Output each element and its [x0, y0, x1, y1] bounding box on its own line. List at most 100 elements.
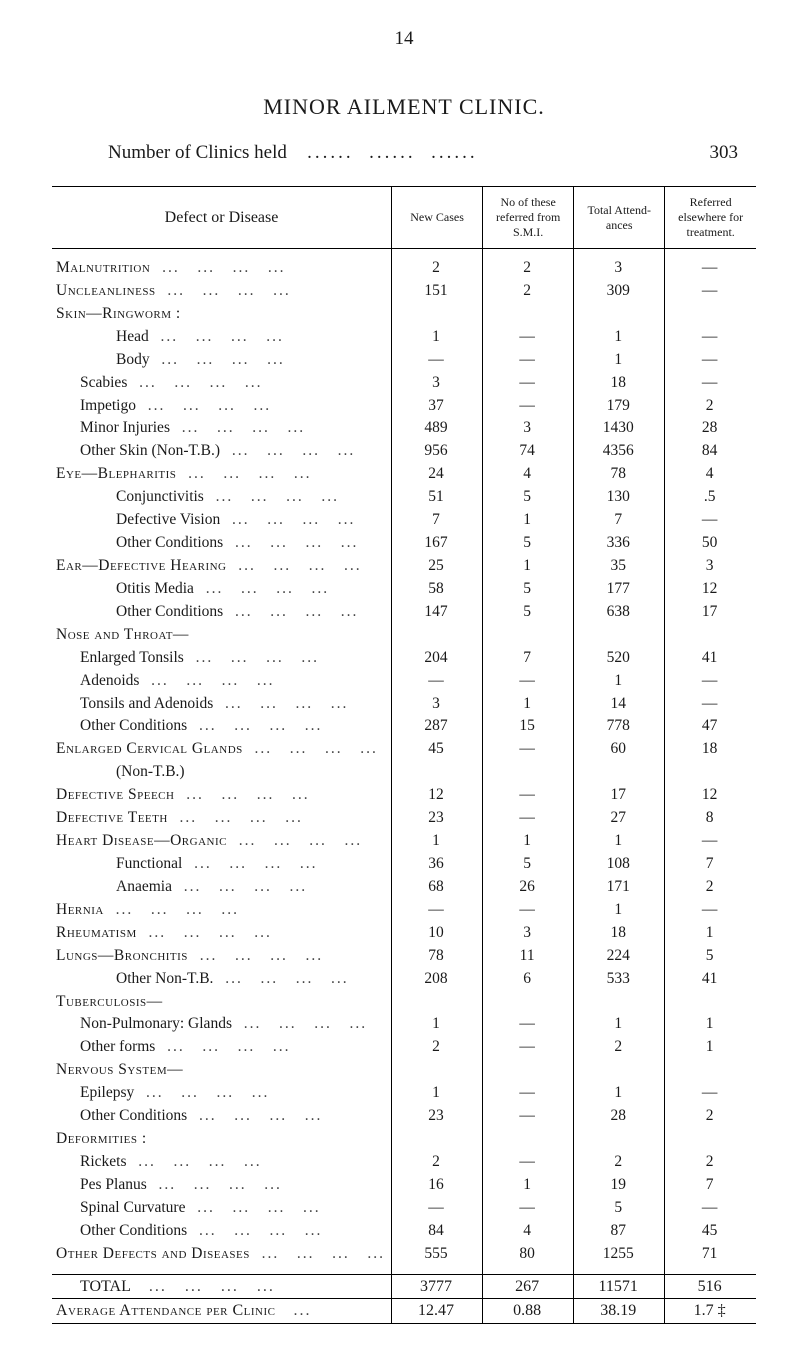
row-label: Body: [56, 350, 150, 371]
cell-c2: 26: [483, 876, 574, 899]
cell-c2: 4: [483, 1220, 574, 1243]
row-label: Spinal Curvature: [56, 1198, 185, 1219]
cell-c4: —: [665, 899, 756, 922]
cell-c3: 78: [574, 463, 665, 486]
cell-c3: 533: [574, 968, 665, 991]
document-page: 14 MINOR AILMENT CLINIC. Number of Clini…: [0, 0, 800, 1364]
leader-dots: ... ... ... ...: [150, 351, 285, 368]
leader-dots: ... ... ... ...: [250, 1245, 385, 1262]
table-row: Other Conditions ... ... ... ...23—282: [52, 1105, 756, 1128]
row-label: Deformities :: [56, 1130, 147, 1147]
leader-dots: ... ... ... ...: [127, 374, 262, 391]
cell-c4: 12: [665, 578, 756, 601]
cell-c1: 51: [392, 486, 483, 509]
table-row: Lungs—Bronchitis ... ... ... ...78112245: [52, 945, 756, 968]
cell-c4: 7: [665, 853, 756, 876]
cell-c3: 638: [574, 601, 665, 624]
cell-c4: —: [665, 326, 756, 349]
cell-c4: 41: [665, 647, 756, 670]
table-row: Uncleanliness ... ... ... ...1512309—: [52, 280, 756, 303]
row-label: Eye—Blepharitis: [56, 465, 176, 482]
col-new-cases: New Cases: [392, 187, 483, 249]
row-label: Tonsils and Adenoids: [56, 694, 213, 715]
cell-c3: 60: [574, 738, 665, 761]
leader-dots: ... ... ... ...: [188, 947, 323, 964]
cell-c3: 309: [574, 280, 665, 303]
cell-c2: —: [483, 670, 574, 693]
table-row: Nose and Throat—: [52, 624, 756, 647]
row-label: Tuberculosis—: [56, 993, 163, 1010]
cell-c3: 177: [574, 578, 665, 601]
col-defect: Defect or Disease: [52, 187, 392, 249]
cell-c2: 5: [483, 853, 574, 876]
cell-c4: 12: [665, 784, 756, 807]
leader-dots: ... ... ... ...: [182, 855, 317, 872]
cell-c3: 35: [574, 555, 665, 578]
cell-c1: 84: [392, 1220, 483, 1243]
leader-dots: ... ... ... ...: [156, 282, 291, 299]
row-label: Malnutrition: [56, 259, 150, 276]
table-row: Defective Speech ... ... ... ...12—1712: [52, 784, 756, 807]
cell-c2: 5: [483, 532, 574, 555]
cell-c2: —: [483, 395, 574, 418]
cell-c2: 1: [483, 1174, 574, 1197]
cell-c4: —: [665, 509, 756, 532]
cell-c3: [574, 761, 665, 784]
col-total-attend: Total Attend- ances: [574, 187, 665, 249]
cell-c4: 2: [665, 1105, 756, 1128]
avg-elsewhere: 1.7 ‡: [665, 1299, 756, 1324]
table-row: Other Skin (Non-T.B.) ... ... ... ...956…: [52, 440, 756, 463]
row-label: Lungs—Bronchitis: [56, 947, 188, 964]
total-label: TOTAL: [56, 1276, 131, 1298]
table-row: Spinal Curvature ... ... ... ...——5—: [52, 1197, 756, 1220]
row-label: Heart Disease—Organic: [56, 832, 227, 849]
cell-c1: [392, 991, 483, 1014]
cell-c2: —: [483, 326, 574, 349]
cell-c3: 18: [574, 372, 665, 395]
row-label: Skin—Ringworm :: [56, 305, 181, 322]
cell-c1: 3: [392, 372, 483, 395]
table-row: Anaemia ... ... ... ...68261712: [52, 876, 756, 899]
cell-c1: [392, 303, 483, 326]
cell-c1: —: [392, 1197, 483, 1220]
cell-c4: —: [665, 257, 756, 280]
cell-c2: 80: [483, 1243, 574, 1266]
table-row: Conjunctivitis ... ... ... ...515130.5: [52, 486, 756, 509]
leader-dots: ... ... ... ...: [170, 419, 305, 436]
leader-dots: ... ... ... ...: [139, 672, 274, 689]
cell-c1: —: [392, 899, 483, 922]
table-row: Defective Teeth ... ... ... ...23—278: [52, 807, 756, 830]
table-row: Heart Disease—Organic ... ... ... ...111…: [52, 830, 756, 853]
cell-c1: 23: [392, 807, 483, 830]
row-label: Ear—Defective Hearing: [56, 557, 227, 574]
row-label: (Non-T.B.): [56, 762, 185, 783]
clinic-count-row: Number of Clinics held ...... ...... ...…: [52, 142, 756, 164]
cell-c2: [483, 303, 574, 326]
table-row: Defective Vision ... ... ... ...717—: [52, 509, 756, 532]
leader-dots: ... ... ... ...: [149, 328, 284, 345]
table-row: Scabies ... ... ... ...3—18—: [52, 372, 756, 395]
cell-c1: 25: [392, 555, 483, 578]
cell-c1: 37: [392, 395, 483, 418]
table-row: Rickets ... ... ... ...2—22: [52, 1151, 756, 1174]
row-label: Other Skin (Non-T.B.): [56, 441, 220, 462]
leader-dots: ... ... ... ...: [220, 511, 355, 528]
cell-c1: 555: [392, 1243, 483, 1266]
row-label: Scabies: [56, 373, 127, 394]
cell-c3: 2: [574, 1151, 665, 1174]
cell-c3: [574, 624, 665, 647]
avg-attend: 38.19: [574, 1299, 665, 1324]
cell-c1: 1: [392, 830, 483, 853]
cell-c3: 1430: [574, 417, 665, 440]
cell-c3: 1: [574, 899, 665, 922]
cell-c4: [665, 761, 756, 784]
leader-dots: ... ... ... ...: [174, 786, 309, 803]
table-row: Other Conditions ... ... ... ...8448745: [52, 1220, 756, 1243]
avg-new: 12.47: [392, 1299, 483, 1324]
row-label: Uncleanliness: [56, 282, 156, 299]
leader-dots: ... ... ... ...: [194, 580, 329, 597]
cell-c4: 1: [665, 1013, 756, 1036]
leader-dots: ... ... ... ...: [134, 1084, 269, 1101]
table-row: Malnutrition ... ... ... ...223—: [52, 257, 756, 280]
col-referred-elsewhere: Referred elsewhere for treatment.: [665, 187, 756, 249]
